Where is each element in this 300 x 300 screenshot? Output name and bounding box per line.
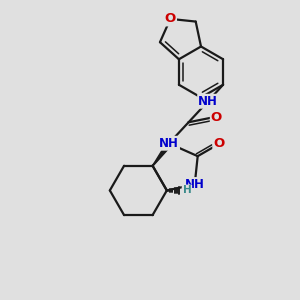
Polygon shape: [153, 142, 171, 166]
Text: NH: NH: [159, 137, 179, 150]
Text: NH: NH: [198, 95, 218, 108]
Text: NH: NH: [185, 178, 205, 191]
Text: O: O: [213, 137, 225, 150]
Text: O: O: [165, 12, 176, 26]
Text: O: O: [211, 111, 222, 124]
Text: H: H: [183, 185, 191, 195]
